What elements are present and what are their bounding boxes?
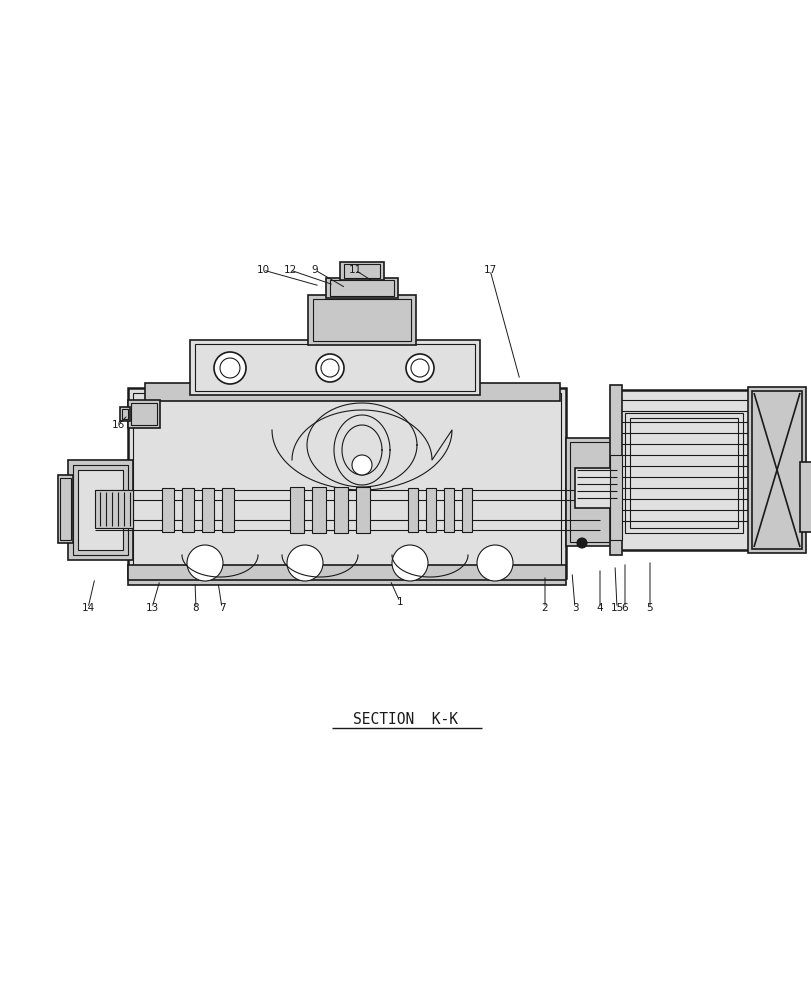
Text: 2: 2 <box>541 603 547 613</box>
Bar <box>355 487 370 533</box>
Bar <box>629 418 737 528</box>
Text: 1: 1 <box>397 597 403 607</box>
Bar <box>128 388 565 578</box>
Text: 12: 12 <box>283 265 296 275</box>
Bar <box>444 488 453 532</box>
Bar <box>120 407 130 421</box>
Bar <box>311 487 325 533</box>
Circle shape <box>406 354 433 382</box>
Bar <box>78 470 122 550</box>
Bar <box>340 262 384 280</box>
Bar <box>329 280 393 296</box>
Text: SECTION  K-K: SECTION K-K <box>353 712 458 728</box>
Bar <box>461 488 471 532</box>
Bar <box>133 393 560 573</box>
Text: 17: 17 <box>483 265 496 275</box>
Text: 8: 8 <box>192 603 199 613</box>
Bar <box>73 465 128 555</box>
Bar <box>574 468 618 508</box>
Bar <box>624 413 742 533</box>
Bar <box>190 340 479 395</box>
Text: 13: 13 <box>145 603 158 613</box>
Bar <box>307 295 415 345</box>
Bar <box>426 488 436 532</box>
Bar <box>344 264 380 278</box>
Bar <box>162 488 174 532</box>
Bar <box>195 344 474 391</box>
Bar <box>407 488 418 532</box>
Bar <box>182 488 194 532</box>
Bar <box>128 565 565 585</box>
Circle shape <box>392 545 427 581</box>
Circle shape <box>214 352 246 384</box>
Text: 6: 6 <box>621 603 628 613</box>
Text: 9: 9 <box>311 265 318 275</box>
Bar <box>312 299 410 341</box>
Bar <box>325 278 397 298</box>
Bar <box>221 488 234 532</box>
Text: 16: 16 <box>111 420 124 430</box>
Bar <box>60 478 71 540</box>
Circle shape <box>476 545 513 581</box>
Bar <box>609 455 621 540</box>
Text: 15: 15 <box>610 603 623 613</box>
Bar <box>747 387 805 553</box>
Text: 5: 5 <box>646 603 653 613</box>
Circle shape <box>187 545 223 581</box>
Circle shape <box>577 538 586 548</box>
Bar <box>565 438 620 546</box>
Bar <box>131 403 157 425</box>
Bar <box>202 488 214 532</box>
Bar <box>128 400 160 428</box>
Circle shape <box>286 545 323 581</box>
Bar <box>751 391 801 549</box>
Bar <box>799 462 811 532</box>
Bar <box>617 390 749 550</box>
Text: 4: 4 <box>596 603 603 613</box>
Bar <box>333 487 348 533</box>
Bar <box>68 460 133 560</box>
Text: 11: 11 <box>348 265 361 275</box>
Text: 7: 7 <box>218 603 225 613</box>
Text: 14: 14 <box>81 603 95 613</box>
Circle shape <box>351 455 371 475</box>
Bar <box>122 409 128 419</box>
Bar <box>290 487 303 533</box>
Bar <box>95 490 133 528</box>
Circle shape <box>315 354 344 382</box>
Bar <box>58 475 73 543</box>
Text: 3: 3 <box>571 603 577 613</box>
Bar <box>609 385 621 555</box>
Bar <box>569 442 616 542</box>
Bar <box>145 383 560 401</box>
Text: 10: 10 <box>256 265 269 275</box>
